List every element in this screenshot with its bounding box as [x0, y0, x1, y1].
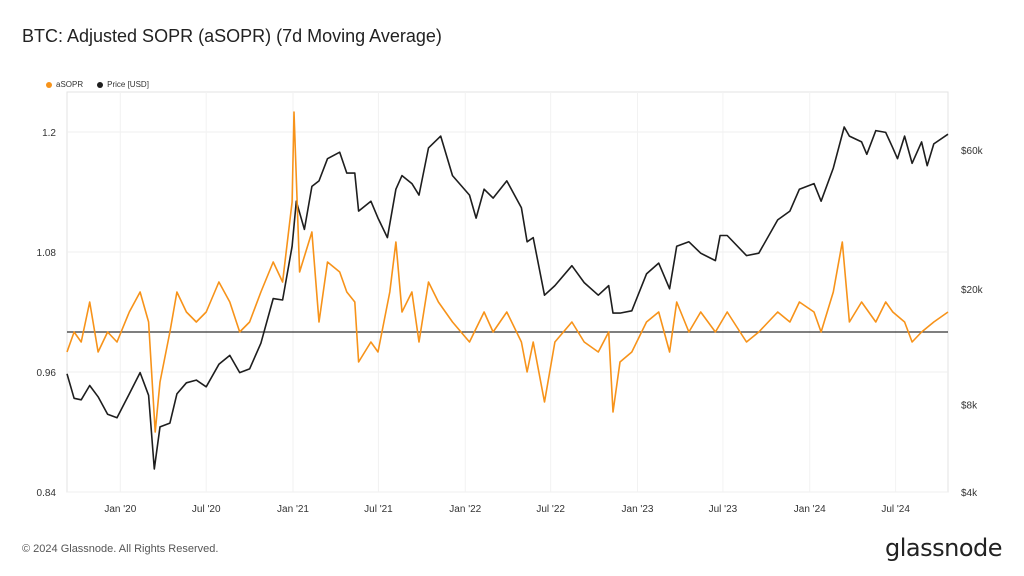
legend-label-asopr: aSOPR	[56, 80, 84, 89]
x-tick-label: Jul '20	[192, 504, 221, 515]
y-right-tick-label: $20k	[961, 285, 984, 296]
x-tick-label: Jan '24	[794, 504, 826, 515]
x-tick-label: Jan '23	[622, 504, 654, 515]
chart-title: BTC: Adjusted SOPR (aSOPR) (7d Moving Av…	[22, 26, 442, 46]
x-tick-label: Jul '24	[881, 504, 910, 515]
x-tick-label: Jul '21	[364, 504, 393, 515]
legend-item-asopr[interactable]: aSOPR	[46, 80, 83, 89]
glassnode-logo: glassnode	[884, 534, 1003, 562]
legend-item-price[interactable]: Price [USD]	[97, 80, 149, 89]
y-right-tick-label: $8k	[961, 400, 978, 411]
y-right-tick-label: $4k	[961, 488, 978, 499]
copyright-text: © 2024 Glassnode. All Rights Reserved.	[22, 543, 219, 555]
y-left-tick-label: 0.84	[37, 488, 57, 499]
x-tick-label: Jul '23	[709, 504, 738, 515]
y-right-tick-label: $60k	[961, 146, 984, 157]
y-left-tick-label: 1.2	[42, 128, 56, 139]
y-left-tick-label: 0.96	[37, 368, 57, 379]
x-tick-label: Jan '20	[104, 504, 136, 515]
y-left-tick-label: 1.08	[37, 248, 57, 259]
legend-swatch-asopr	[46, 81, 52, 88]
x-tick-label: Jul '22	[536, 504, 565, 515]
legend-label-price: Price [USD]	[107, 80, 149, 89]
x-tick-label: Jan '22	[449, 504, 481, 515]
x-tick-label: Jan '21	[277, 504, 309, 515]
price-series-line	[66, 126, 949, 470]
plot-frame	[66, 91, 949, 493]
legend-swatch-price	[97, 81, 104, 88]
chart-legend: aSOPR Price [USD]	[46, 80, 149, 89]
asopr-series-line	[66, 111, 949, 433]
